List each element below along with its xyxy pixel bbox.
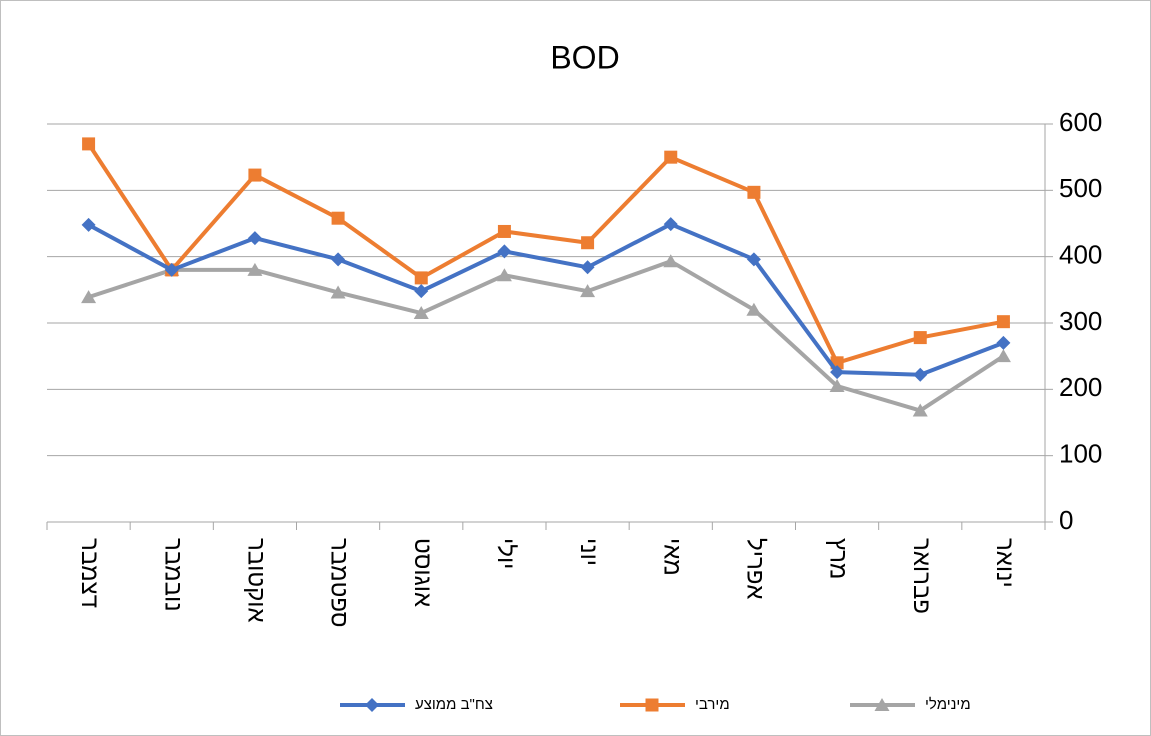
legend-label: צח"ב ממוצע: [415, 696, 493, 713]
point: [913, 331, 927, 345]
point: [829, 379, 845, 393]
point: [81, 290, 97, 304]
x-tick-label: אוקטובר: [243, 538, 270, 623]
x-tick-label: מאי: [658, 538, 685, 576]
series-line: [87, 222, 1005, 377]
point: [747, 185, 761, 199]
x-tick-label: אוגוסט: [409, 538, 436, 607]
point: [331, 211, 345, 225]
point: [496, 268, 512, 282]
y-tick-label: 100: [1059, 439, 1102, 469]
point: [996, 315, 1010, 329]
point: [913, 367, 928, 382]
legend-label: מינימלי: [925, 696, 971, 713]
x-tick-label: יוני: [575, 538, 602, 566]
y-tick-label: 0: [1059, 505, 1073, 535]
point: [663, 254, 679, 268]
point: [247, 262, 263, 276]
point: [164, 262, 179, 277]
point: [497, 244, 512, 259]
y-tick-label: 400: [1059, 240, 1102, 270]
x-tick-label: דצמבר: [76, 538, 103, 608]
point: [581, 236, 595, 250]
x-tick-label: יולי: [492, 538, 519, 569]
point: [995, 349, 1011, 363]
point: [247, 231, 262, 246]
point: [81, 217, 96, 232]
x-tick-label: ינואר: [991, 538, 1018, 588]
y-tick-label: 500: [1059, 173, 1102, 203]
point: [912, 403, 928, 417]
point: [497, 224, 511, 238]
point: [830, 365, 845, 380]
point: [413, 306, 429, 320]
legend-marker: [645, 698, 659, 712]
legend-marker: [365, 698, 379, 712]
point: [330, 285, 346, 299]
x-tick-label: נובמבר: [159, 538, 186, 612]
point: [580, 260, 595, 275]
x-tick-label: ספטמבר: [326, 538, 353, 627]
point: [746, 302, 762, 316]
legend-marker: [874, 698, 890, 711]
point: [331, 252, 346, 267]
point: [248, 168, 262, 182]
point: [414, 284, 429, 299]
point: [580, 284, 596, 298]
x-tick-label: פברואר: [908, 538, 935, 614]
x-tick-label: אפריל: [742, 538, 769, 599]
y-tick-label: 300: [1059, 306, 1102, 336]
chart-title: BOD: [550, 39, 619, 75]
series-line: [87, 259, 1005, 413]
point: [414, 271, 428, 285]
series-line: [86, 142, 1004, 365]
legend-label: מירבי: [695, 696, 730, 713]
point: [996, 335, 1011, 350]
point: [746, 252, 761, 267]
y-tick-label: 200: [1059, 372, 1102, 402]
y-tick-label: 600: [1059, 107, 1102, 137]
point: [82, 137, 96, 151]
point: [663, 217, 678, 232]
point: [664, 150, 678, 164]
x-tick-label: מרץ: [825, 538, 852, 579]
